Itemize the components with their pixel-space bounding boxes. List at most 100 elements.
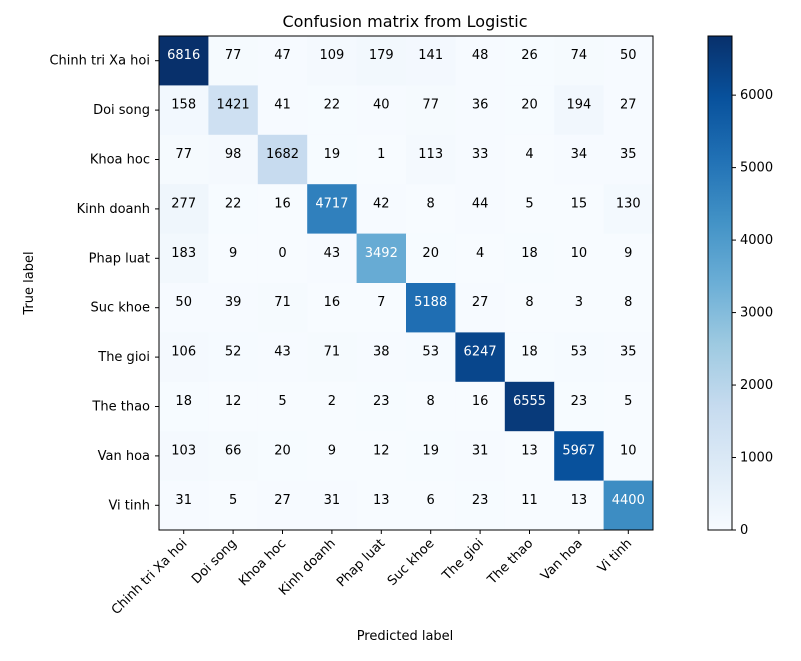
- cell-value: 38: [373, 345, 390, 360]
- cell-9-6: [455, 480, 506, 531]
- cell-value: 4400: [612, 493, 645, 508]
- cell-8-6: [455, 431, 506, 481]
- cell-8-0: [159, 431, 209, 481]
- cell-2-0: [159, 134, 209, 185]
- cell-value: 27: [472, 295, 489, 310]
- y-tick-label: The gioi: [97, 350, 150, 365]
- cell-9-9: [603, 480, 654, 531]
- y-tick-label: Phap luat: [89, 251, 150, 266]
- cell-2-1: [208, 134, 259, 185]
- cell-2-2: [257, 134, 308, 185]
- x-tick-label: The thao: [484, 536, 536, 588]
- cell-value: 31: [324, 493, 341, 508]
- x-tick-label: Van hoa: [538, 536, 586, 584]
- cell-2-7: [504, 134, 555, 185]
- heatmap-cells: [159, 36, 654, 531]
- cell-value: 47: [274, 48, 291, 63]
- cell-4-3: [307, 233, 357, 284]
- cell-value: 34: [571, 147, 588, 162]
- cell-8-8: [554, 431, 604, 481]
- cell-value: 20: [422, 246, 439, 261]
- cell-7-8: [554, 381, 604, 432]
- cell-9-3: [307, 480, 357, 531]
- cell-5-4: [356, 283, 407, 333]
- cell-0-4: [356, 36, 407, 86]
- cell-value: 9: [328, 443, 336, 458]
- cell-value: 35: [620, 147, 637, 162]
- plot-frame: [158, 35, 654, 531]
- cell-9-2: [257, 480, 308, 531]
- cell-value: 106: [171, 345, 196, 360]
- y-tick-label: Kinh doanh: [77, 202, 150, 217]
- cell-value: 35: [620, 345, 637, 360]
- cell-value: 5188: [414, 295, 447, 310]
- colorbar-tick-label: 2000: [740, 378, 773, 393]
- cell-value: 20: [521, 98, 538, 113]
- cell-7-1: [208, 381, 259, 432]
- cell-value: 41: [274, 98, 291, 113]
- cell-3-4: [356, 184, 407, 234]
- colorbar-tick-label: 1000: [740, 451, 773, 466]
- cell-value: 12: [225, 394, 242, 409]
- x-tick-label: Chinh tri Xa hoi: [109, 536, 191, 618]
- cell-value: 20: [274, 443, 291, 458]
- cell-value: 5967: [562, 443, 595, 458]
- y-tick-label: The thao: [91, 400, 150, 415]
- y-axis-label: True label: [22, 251, 37, 315]
- cell-5-5: [406, 283, 456, 333]
- cell-value: 19: [422, 443, 439, 458]
- cell-value: 53: [422, 345, 439, 360]
- cell-4-5: [406, 233, 456, 284]
- cell-3-0: [159, 184, 209, 234]
- cell-value: 77: [175, 147, 192, 162]
- cell-7-7: [504, 381, 555, 432]
- cell-value: 141: [418, 48, 443, 63]
- cell-1-9: [603, 85, 654, 136]
- cell-5-3: [307, 283, 357, 333]
- cell-3-1: [208, 184, 259, 234]
- cell-value: 18: [521, 246, 538, 261]
- cell-value: 1: [377, 147, 385, 162]
- cell-4-2: [257, 233, 308, 284]
- cell-value: 71: [324, 345, 341, 360]
- colorbar-tick-label: 6000: [740, 88, 773, 103]
- cell-8-3: [307, 431, 357, 481]
- x-tick-label: Vi tinh: [595, 536, 635, 576]
- cell-value: 5: [278, 394, 286, 409]
- cell-value: 22: [225, 196, 242, 211]
- cell-value: 8: [624, 295, 632, 310]
- cell-2-8: [554, 134, 604, 185]
- cell-value: 31: [472, 443, 489, 458]
- y-tick-label: Suc khoe: [91, 301, 151, 316]
- cell-3-7: [504, 184, 555, 234]
- cell-6-4: [356, 332, 407, 383]
- cell-7-4: [356, 381, 407, 432]
- cell-value: 44: [472, 196, 489, 211]
- cell-value: 22: [324, 98, 341, 113]
- cell-value: 9: [229, 246, 237, 261]
- x-tick-label: Khoa hoc: [236, 536, 289, 589]
- cell-7-6: [455, 381, 506, 432]
- cell-6-1: [208, 332, 259, 383]
- cell-6-9: [603, 332, 654, 383]
- cell-7-9: [603, 381, 654, 432]
- cell-value: 40: [373, 98, 390, 113]
- cell-9-8: [554, 480, 604, 531]
- cell-value: 194: [566, 98, 591, 113]
- cell-value: 13: [373, 493, 390, 508]
- chart-title: Confusion matrix from Logistic: [282, 12, 527, 31]
- cell-value: 23: [472, 493, 489, 508]
- cell-value: 3: [575, 295, 583, 310]
- cell-1-0: [159, 85, 209, 136]
- cell-value: 18: [521, 345, 538, 360]
- cell-1-3: [307, 85, 357, 136]
- cell-value: 52: [225, 345, 242, 360]
- cell-3-2: [257, 184, 308, 234]
- cell-value: 13: [571, 493, 588, 508]
- cell-value: 42: [373, 196, 390, 211]
- cell-0-7: [504, 36, 555, 86]
- cell-6-2: [257, 332, 308, 383]
- cell-9-5: [406, 480, 456, 531]
- cell-0-9: [603, 36, 654, 86]
